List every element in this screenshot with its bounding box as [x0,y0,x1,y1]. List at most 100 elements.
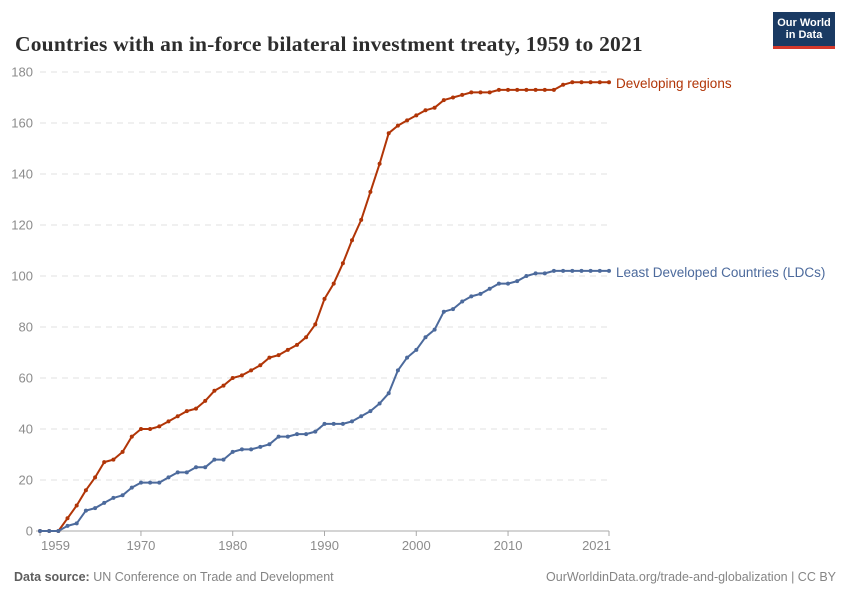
y-tick-label: 160 [11,116,33,131]
data-point [304,432,309,437]
data-point [166,419,171,424]
data-point [451,307,455,312]
data-point [139,427,143,431]
data-point [249,447,254,452]
license-link[interactable]: OurWorldinData.org/trade-and-globalizati… [546,570,836,584]
data-point [148,427,153,431]
data-point [469,90,474,95]
data-source-label: Data source: [14,570,90,584]
data-point [203,398,208,403]
data-point [524,274,529,278]
data-point [276,353,281,358]
data-point [65,523,70,528]
x-tick-label: 2021 [582,538,611,553]
data-point [74,521,79,526]
data-point [322,296,327,301]
data-point [74,503,79,508]
owid-logo-line1: Our World [777,16,831,29]
data-point [157,480,162,485]
data-point [414,347,419,352]
data-point [350,238,354,243]
data-point [478,291,483,296]
data-point [139,480,143,485]
data-point [230,376,235,380]
data-point [423,108,428,113]
data-point [395,368,400,373]
data-point [460,92,465,97]
data-point [258,444,263,449]
data-point [588,80,593,85]
data-point [607,80,611,85]
data-point [579,268,584,273]
series-label-developing-regions: Developing regions [616,76,732,92]
data-point [221,457,226,462]
y-tick-label: 40 [19,422,33,437]
data-point [377,401,382,406]
data-point [579,80,584,85]
data-point [120,493,125,498]
data-point [102,460,107,465]
data-point [184,409,189,414]
data-point [93,475,98,480]
x-tick-label: 1990 [310,538,339,553]
y-tick-label: 140 [11,167,33,182]
data-point [267,442,272,447]
data-point [157,424,162,429]
data-point [487,286,492,291]
data-point [432,327,437,332]
data-point [102,500,107,505]
data-point [83,508,88,513]
data-point [524,87,529,92]
data-point [386,391,391,396]
data-point [285,347,290,352]
data-point [304,335,309,340]
data-point [451,95,455,100]
data-point [129,485,134,490]
x-tick-label: 1959 [41,538,70,553]
data-point [432,105,437,110]
data-point [38,529,42,533]
data-point [414,113,419,118]
data-point [212,388,217,393]
data-point [588,268,593,273]
data-point [295,432,299,437]
data-point [607,268,611,273]
data-point [478,90,483,95]
y-tick-label: 80 [19,320,33,335]
data-point [542,271,547,276]
data-point [515,279,520,284]
data-point [331,421,336,426]
data-point [533,87,538,92]
owid-logo[interactable]: Our World in Data [773,12,835,49]
x-tick-label: 1980 [218,538,247,553]
data-point [47,529,52,533]
data-point [194,465,198,470]
y-tick-label: 100 [11,269,33,284]
data-point [506,281,510,286]
data-point [496,87,501,92]
data-point [350,419,354,424]
data-point [285,434,290,439]
data-point [230,449,235,454]
data-point [405,118,410,123]
data-point [359,217,364,222]
data-point [506,87,510,92]
data-point [496,281,501,286]
data-point [65,516,70,521]
data-point [386,131,391,136]
data-point [460,299,465,304]
data-point [212,457,217,462]
page-title: Countries with an in-force bilateral inv… [15,32,643,57]
x-tick-label: 2000 [402,538,431,553]
y-tick-label: 0 [26,524,33,539]
data-point [203,465,208,470]
data-point [340,421,345,426]
data-point [276,434,281,439]
y-tick-label: 120 [11,218,33,233]
data-point [441,98,446,103]
data-point [313,429,318,434]
data-point [395,123,400,128]
data-source-note: Data source: UN Conference on Trade and … [14,570,334,584]
data-point [313,322,318,327]
